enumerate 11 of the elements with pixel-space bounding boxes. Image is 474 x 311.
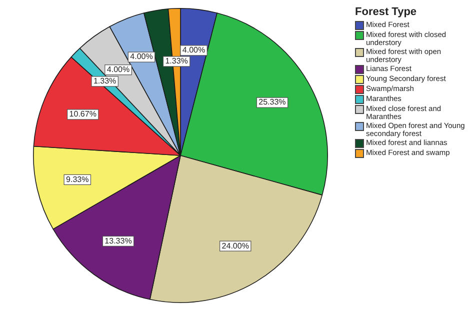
data-label: 9.33%	[66, 174, 89, 184]
data-label: 4.00%	[130, 52, 153, 62]
legend-title: Forest Type	[355, 6, 418, 19]
data-label: 4.00%	[182, 46, 206, 55]
data-label: 1.33%	[93, 76, 116, 86]
data-label: 10.67%	[69, 110, 96, 119]
data-label: 1.33%	[165, 56, 188, 66]
data-label: 4.00%	[106, 65, 130, 74]
data-label: 25.33%	[258, 98, 286, 107]
data-label: 13.33%	[104, 236, 132, 246]
data-label: 24.00%	[222, 241, 249, 250]
